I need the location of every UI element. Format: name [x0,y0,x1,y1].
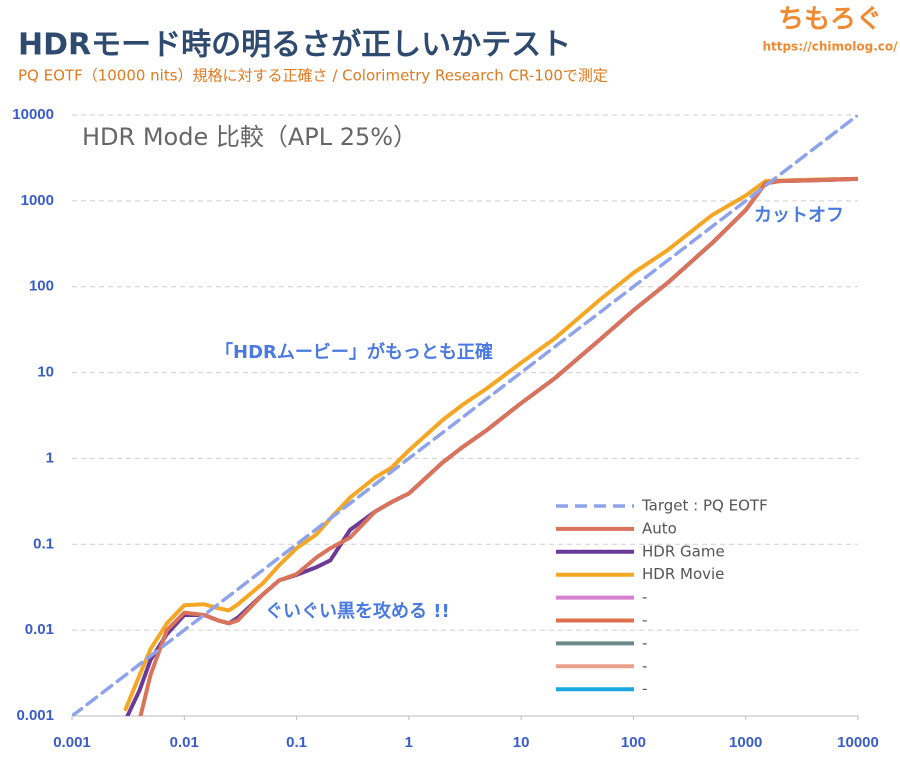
legend-label: HDR Game [642,542,725,560]
annotation: 「HDRムービー」がもっとも正確 [215,341,493,363]
data-line [138,176,858,716]
y-tick-label: 0.01 [25,621,54,638]
legend-label: - [642,611,647,629]
chart-subtitle: PQ EOTF（10000 nits）規格に対する正確さ / Colorimet… [18,67,608,85]
legend-label: Auto [642,519,677,537]
legend-label: - [642,680,647,698]
y-tick-label: 0.1 [33,535,54,552]
data-line [72,115,858,716]
brand-logo: ちもろぐ [778,5,882,35]
x-tick-label: 1 [405,734,413,751]
legend-label: - [642,657,647,675]
x-tick-label: 10000 [837,734,879,751]
y-tick-label: 10000 [12,106,54,123]
annotation: カットオフ [754,205,844,226]
x-tick-label: 1000 [729,734,762,751]
chart-title: HDRモード時の明るさが正しいかテスト [18,28,571,63]
legend-label: - [642,588,647,606]
y-tick-label: 0.001 [16,707,54,724]
x-tick-label: 0.001 [53,734,91,751]
x-tick-label: 0.1 [286,734,307,751]
y-tick-label: 1000 [21,192,54,209]
legend-label: Target : PQ EOTF [641,497,768,515]
series-lines [72,115,858,716]
y-tick-label: 10 [37,364,54,381]
annotation: ぐいぐい黒を攻める !! [265,600,450,622]
brand-url: https://chimolog.co/ [762,40,898,54]
x-tick-label: 0.01 [170,734,199,751]
legend-label: - [642,634,647,652]
y-tick-label: 1 [46,449,54,466]
chart-label: HDR Mode 比較（APL 25%） [82,123,417,151]
x-tick-label: 10 [513,734,530,751]
data-line [123,176,858,712]
data-line [125,176,858,716]
legend-label: HDR Movie [642,565,724,583]
x-tick-label: 100 [621,734,646,751]
y-tick-label: 100 [29,278,54,295]
